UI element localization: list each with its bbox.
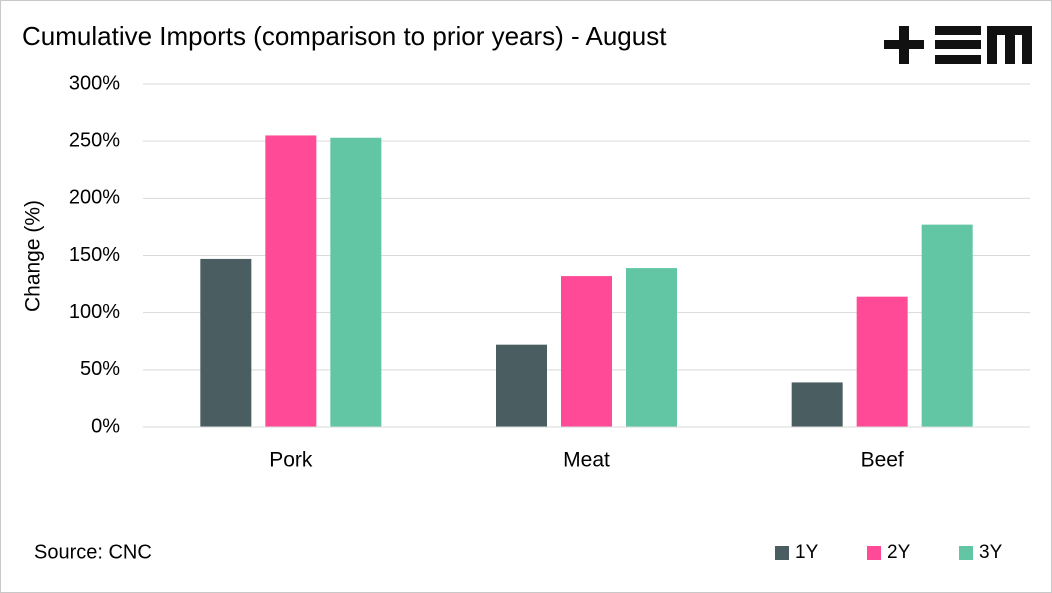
legend-swatch xyxy=(775,546,789,560)
legend-label: 1Y xyxy=(795,542,819,563)
bar xyxy=(496,344,547,427)
legend-label: 3Y xyxy=(979,542,1003,563)
bar xyxy=(856,296,908,427)
y-axis-label: Change (%) xyxy=(22,200,45,312)
y-tick-label: 200% xyxy=(69,187,120,209)
legend-swatch xyxy=(867,546,881,560)
bar xyxy=(791,382,843,427)
bar xyxy=(561,276,612,427)
logo xyxy=(884,26,1032,64)
y-tick-label: 50% xyxy=(80,358,120,380)
source: Source: CNC xyxy=(34,541,152,563)
bar xyxy=(921,224,973,427)
x-tick-label: Pork xyxy=(269,449,313,472)
x-tick-label: Beef xyxy=(861,449,904,472)
x-tick-label: Meat xyxy=(563,449,610,472)
bar xyxy=(330,137,382,427)
legend-label: 2Y xyxy=(887,542,911,563)
bar xyxy=(626,268,677,427)
legend-swatch xyxy=(959,546,973,560)
chart-title: Cumulative Imports (comparison to prior … xyxy=(22,21,667,51)
y-tick-label: 300% xyxy=(69,72,120,94)
bar xyxy=(265,135,317,427)
y-tick-label: 100% xyxy=(69,301,120,323)
y-tick-label: 150% xyxy=(69,244,120,266)
bar xyxy=(200,258,252,427)
y-tick-label: 250% xyxy=(69,129,120,151)
y-tick-label: 0% xyxy=(91,415,120,437)
